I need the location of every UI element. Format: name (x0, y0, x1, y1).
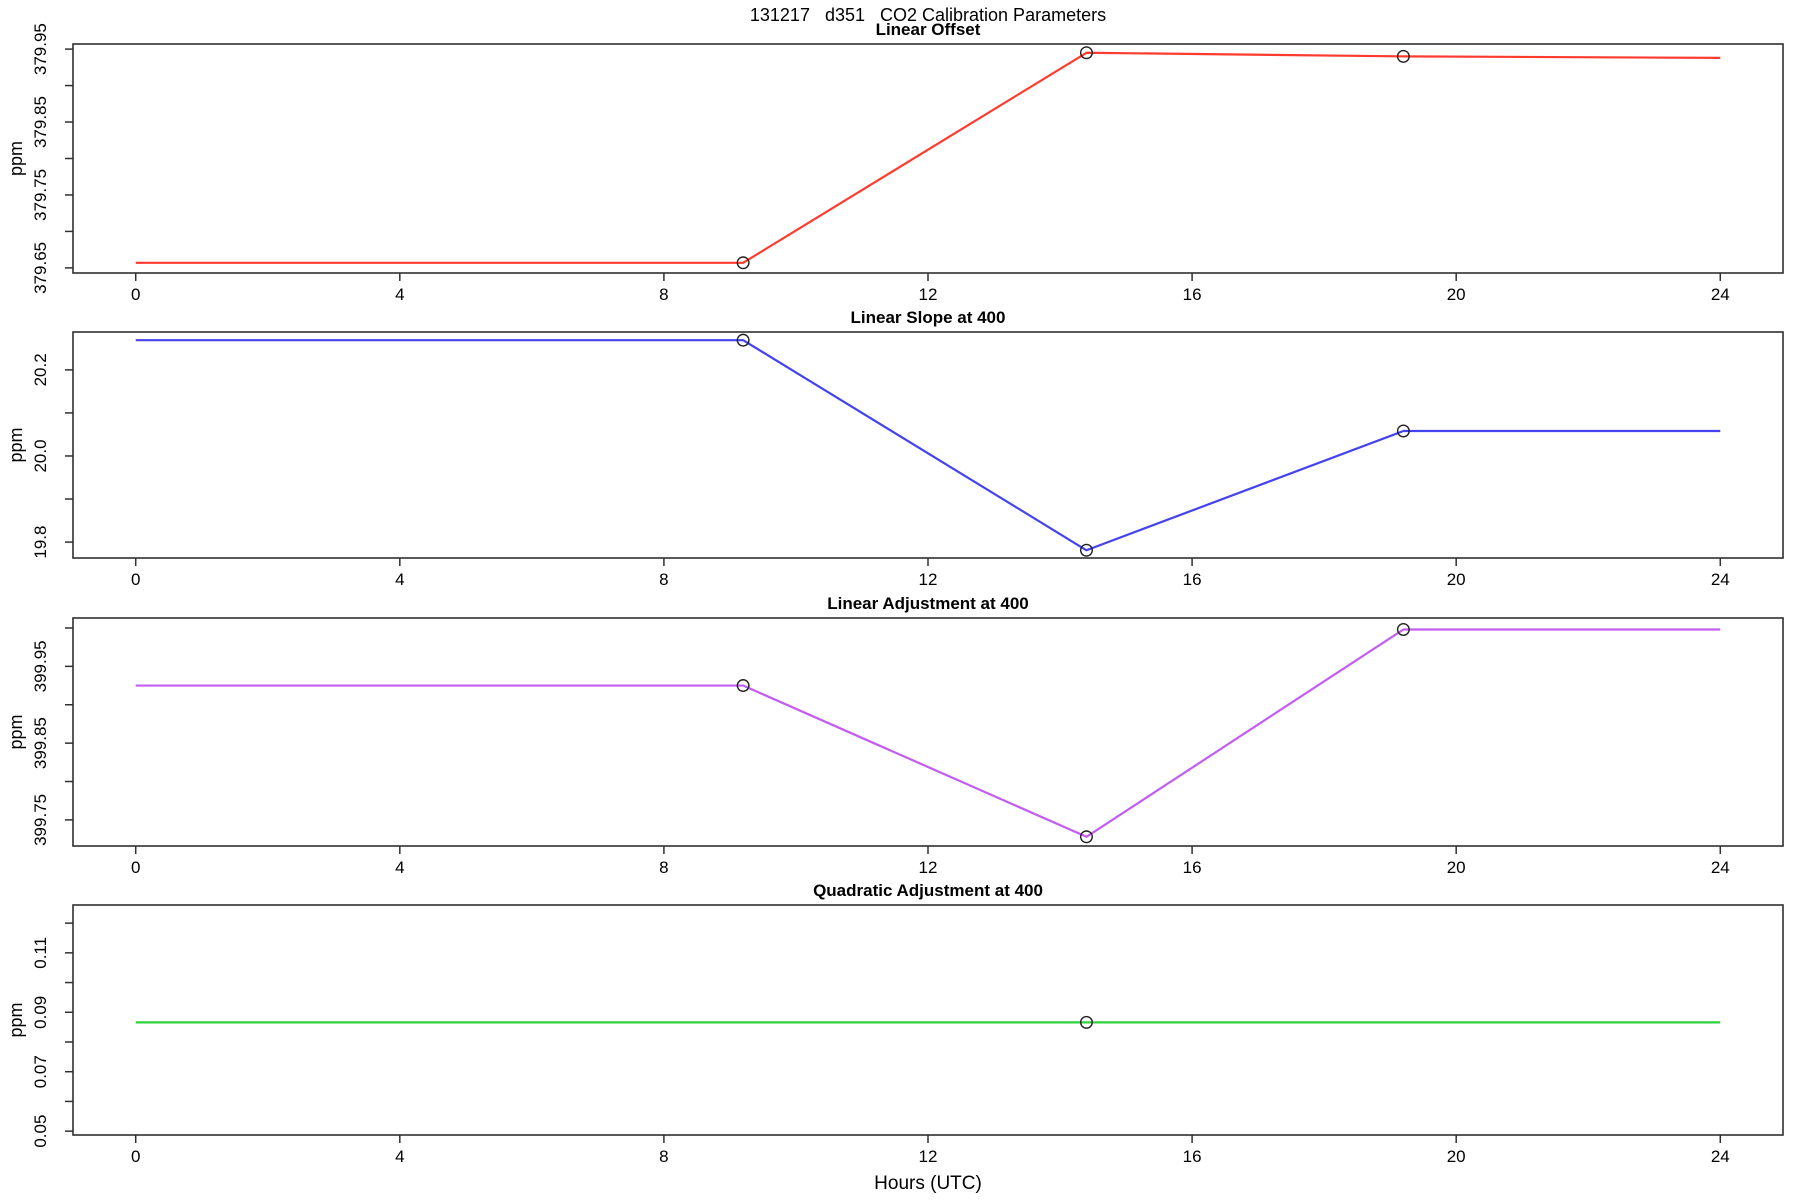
x-tick-label: 8 (659, 285, 668, 304)
y-axis-label: ppm (6, 141, 26, 176)
data-line (135, 628, 1721, 838)
plot-box (72, 331, 1784, 559)
x-tick-label: 20 (1447, 1147, 1466, 1166)
x-tick-label: 20 (1447, 285, 1466, 304)
x-tick-label: 16 (1183, 570, 1202, 589)
data-line (135, 51, 1721, 264)
panel-2: 0 4 8 12 16 20 24 399.75 399.85 399.95 ppm (6, 617, 1784, 877)
x-axis-label: Hours (UTC) (874, 1173, 982, 1194)
panel-title-linear-adjustment: Linear Adjustment at 400 (827, 594, 1029, 613)
data-point-marker (1079, 1015, 1093, 1029)
x-tick-label: 20 (1447, 858, 1466, 877)
plot-box (72, 617, 1784, 847)
data-point-marker (736, 679, 750, 693)
x-tick-label: 0 (131, 285, 140, 304)
panel-title-linear-offset: Linear Offset (875, 20, 981, 39)
y-tick-label: 20.0 (31, 439, 50, 472)
data-point-marker (1396, 49, 1410, 63)
panel-0: 0 4 8 12 16 20 24 379.65 379.75 379.85 379.95 ppm (6, 23, 1784, 304)
x-tick-label: 24 (1711, 858, 1730, 877)
x-tick-label: 12 (919, 1147, 938, 1166)
x-tick-label: 12 (919, 858, 938, 877)
x-tick-label: 4 (395, 285, 404, 304)
y-tick-label: 379.65 (31, 242, 50, 294)
y-tick-label: 20.2 (31, 353, 50, 386)
x-tick-label: 4 (395, 570, 404, 589)
x-tick-label: 8 (659, 1147, 668, 1166)
y-axis-label: ppm (6, 714, 26, 749)
y-tick-label: 0.11 (31, 937, 50, 969)
panel-title-quadratic-adjustment: Quadratic Adjustment at 400 (813, 881, 1043, 900)
x-tick-label: 16 (1183, 1147, 1202, 1166)
main-title: 131217 d351 CO2 Calibration Parameters (749, 5, 1107, 25)
x-tick-label: 24 (1711, 1147, 1730, 1166)
panel-1: 0 4 8 12 16 20 24 19.8 20.0 20.2 ppm (6, 331, 1784, 589)
x-tick-label: 20 (1447, 570, 1466, 589)
data-point-marker (1396, 424, 1410, 438)
panel-3: 0 4 8 12 16 20 24 0.05 0.07 0.09 0.11 ppm (6, 904, 1784, 1166)
x-tick-label: 12 (919, 285, 938, 304)
x-tick-label: 0 (131, 1147, 140, 1166)
y-tick-label: 379.85 (31, 96, 50, 148)
y-tick-label: 399.95 (31, 640, 50, 692)
y-tick-label: 19.8 (31, 526, 50, 559)
data-point-marker (1079, 830, 1093, 844)
y-axis-label: ppm (6, 1002, 26, 1037)
data-line (135, 339, 1721, 552)
x-tick-label: 8 (659, 570, 668, 589)
data-point-marker (736, 256, 750, 270)
y-tick-label: 0.07 (31, 1055, 50, 1088)
y-tick-label: 0.05 (31, 1115, 50, 1148)
y-tick-label: 379.95 (31, 23, 50, 75)
x-tick-label: 0 (131, 858, 140, 877)
y-tick-label: 399.75 (31, 794, 50, 846)
x-tick-label: 24 (1711, 570, 1730, 589)
x-tick-label: 4 (395, 1147, 404, 1166)
plot-box (72, 43, 1784, 274)
x-tick-label: 16 (1183, 858, 1202, 877)
y-tick-label: 399.85 (31, 717, 50, 769)
x-tick-label: 16 (1183, 285, 1202, 304)
x-tick-label: 8 (659, 858, 668, 877)
x-tick-label: 4 (395, 858, 404, 877)
y-axis-label: ppm (6, 427, 26, 462)
x-tick-label: 12 (919, 570, 938, 589)
x-tick-label: 0 (131, 570, 140, 589)
data-point-marker (1079, 46, 1093, 60)
data-point-marker (736, 333, 750, 347)
x-tick-label: 24 (1711, 285, 1730, 304)
plot-box (72, 904, 1784, 1136)
y-tick-label: 0.09 (31, 996, 50, 1029)
data-point-marker (1396, 623, 1410, 637)
panel-title-linear-slope: Linear Slope at 400 (850, 308, 1006, 327)
y-tick-label: 379.75 (31, 169, 50, 221)
data-point-marker (1079, 543, 1093, 557)
